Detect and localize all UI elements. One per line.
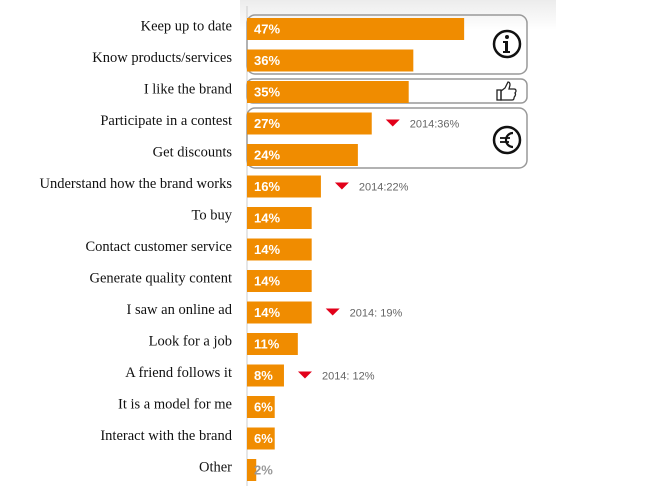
category-label: Keep up to date — [141, 18, 232, 34]
annotation: 2014: 12% — [322, 370, 375, 382]
value-label: 24% — [254, 147, 280, 162]
bar — [247, 49, 414, 72]
category-label: It is a model for me — [118, 396, 232, 412]
category-label: Get discounts — [153, 144, 233, 160]
category-label: I like the brand — [144, 81, 233, 97]
value-label: 27% — [254, 116, 280, 131]
category-label: A friend follows it — [125, 365, 232, 381]
category-label: Generate quality content — [89, 270, 232, 286]
value-label: 6% — [254, 399, 273, 414]
group-box — [246, 107, 528, 169]
annotation: 2014:36% — [410, 118, 460, 130]
change-marker — [325, 308, 340, 316]
value-label: 47% — [254, 21, 280, 36]
thumb-icon — [496, 81, 517, 101]
category-label: Participate in a contest — [100, 113, 232, 129]
bar — [247, 18, 465, 40]
annotation: 2014: 19% — [350, 307, 403, 319]
bar — [247, 81, 409, 103]
value-label: 35% — [254, 84, 280, 99]
group-box — [246, 14, 528, 75]
value-label: 14% — [254, 210, 280, 225]
bar — [247, 364, 284, 387]
value-label: 14% — [254, 273, 280, 288]
bar — [247, 459, 257, 481]
change-marker — [297, 371, 312, 379]
category-label: Know products/services — [92, 50, 232, 66]
value-label: 8% — [254, 368, 273, 383]
bar — [247, 175, 321, 198]
change-marker — [334, 182, 349, 190]
value-label: 14% — [254, 305, 280, 320]
annotation: 2014:22% — [359, 181, 409, 193]
category-label: Look for a job — [149, 333, 232, 349]
bar — [247, 427, 275, 450]
category-label: To buy — [192, 207, 233, 223]
category-label: Contact customer service — [85, 239, 232, 255]
change-marker — [385, 119, 400, 127]
bar — [247, 270, 312, 292]
bar — [247, 207, 312, 229]
category-label: I saw an online ad — [127, 302, 233, 318]
bar — [247, 112, 372, 135]
value-label: 2% — [254, 462, 273, 477]
category-label: Other — [199, 459, 232, 475]
value-label: 6% — [254, 431, 273, 446]
info-icon — [492, 29, 522, 59]
bar — [247, 144, 358, 166]
bar — [247, 238, 312, 261]
bar — [247, 333, 298, 355]
value-label: 16% — [254, 179, 280, 194]
value-label: 36% — [254, 53, 280, 68]
value-label: 11% — [254, 336, 280, 351]
bar — [247, 396, 275, 418]
category-label: Understand how the brand works — [40, 176, 233, 192]
bar — [247, 301, 312, 324]
category-label: Interact with the brand — [100, 428, 232, 444]
value-label: 14% — [254, 242, 280, 257]
euro-icon — [492, 125, 522, 155]
